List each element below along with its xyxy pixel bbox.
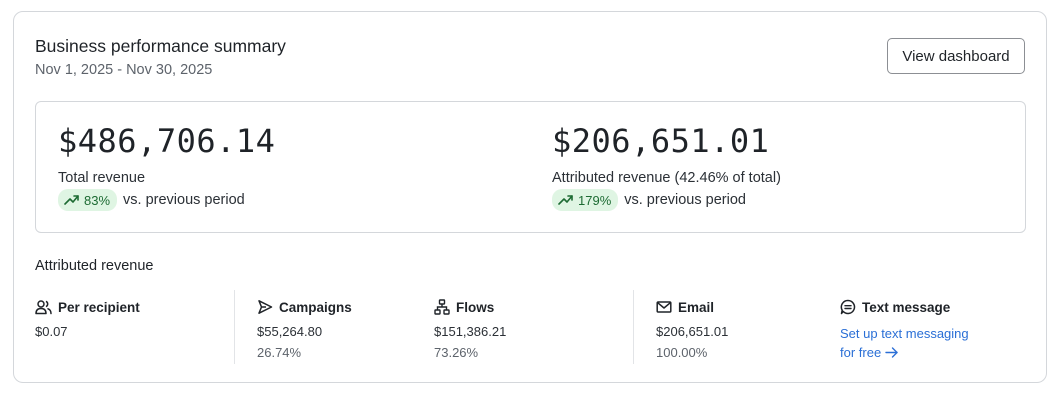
attributed-revenue-section-title: Attributed revenue <box>35 258 154 274</box>
total-revenue-value: $486,706.14 <box>58 122 276 160</box>
trending-up-icon <box>558 195 573 205</box>
change-value: 179% <box>578 192 612 208</box>
change-suffix: vs. previous period <box>624 192 746 208</box>
attributed-revenue-label: Attributed revenue (42.46% of total) <box>552 170 781 186</box>
setup-text-messaging-link[interactable]: Set up text messaging for free <box>840 324 980 362</box>
flow-icon <box>434 299 450 315</box>
metric-per-recipient: Per recipient $0.07 <box>35 298 140 340</box>
change-badge: 179% <box>552 189 619 211</box>
total-revenue-trend: 83% vs. previous period <box>58 189 275 211</box>
link-text-line1: Set up text messaging <box>840 326 969 341</box>
attributed-revenue-trend: 179% vs. previous period <box>552 189 781 211</box>
kpi-attributed-revenue: $206,651.01 Attributed revenue (42.46% o… <box>552 122 781 211</box>
metric-email: Email $206,651.01 100.00% <box>656 298 729 361</box>
chat-icon <box>840 299 856 315</box>
metric-value: $55,264.80 <box>257 324 323 339</box>
users-icon <box>35 300 52 315</box>
performance-summary-card: Business performance summary Nov 1, 2025… <box>13 11 1047 383</box>
metric-label: Flows <box>456 299 495 315</box>
metric-text-message: Text message Set up text messaging for f… <box>840 298 980 362</box>
total-revenue-label: Total revenue <box>58 170 146 186</box>
send-icon <box>258 300 273 314</box>
envelope-icon <box>656 301 672 313</box>
metric-label: Email <box>678 299 715 315</box>
metric-percent: 73.26% <box>434 345 479 360</box>
metric-value: $206,651.01 <box>656 324 729 339</box>
metric-flows: Flows $151,386.21 73.26% <box>434 298 506 360</box>
metric-label: Text message <box>862 299 951 315</box>
divider <box>234 290 235 364</box>
kpi-panel: $486,706.14 Total revenue 83% vs. previo… <box>35 101 1026 233</box>
metric-value: $0.07 <box>35 324 68 339</box>
metric-campaigns: Campaigns $55,264.80 26.74% <box>257 298 352 361</box>
change-badge: 83% <box>58 189 118 211</box>
view-dashboard-button[interactable]: View dashboard <box>887 38 1025 74</box>
metric-percent: 26.74% <box>257 345 302 360</box>
arrow-right-icon <box>885 347 898 358</box>
metric-value: $151,386.21 <box>434 324 507 339</box>
attributed-revenue-value: $206,651.01 <box>552 122 770 160</box>
card-title: Business performance summary <box>35 36 286 56</box>
kpi-total-revenue: $486,706.14 Total revenue 83% vs. previo… <box>58 122 275 211</box>
metric-label: Campaigns <box>279 299 352 315</box>
divider <box>633 290 634 364</box>
change-suffix: vs. previous period <box>123 192 245 208</box>
trending-up-icon <box>64 195 79 205</box>
metric-percent: 100.00% <box>656 345 708 360</box>
change-value: 83% <box>84 192 111 208</box>
date-range: Nov 1, 2025 - Nov 30, 2025 <box>35 62 213 78</box>
metric-label: Per recipient <box>58 299 140 315</box>
link-text-line2: for free <box>840 345 882 360</box>
